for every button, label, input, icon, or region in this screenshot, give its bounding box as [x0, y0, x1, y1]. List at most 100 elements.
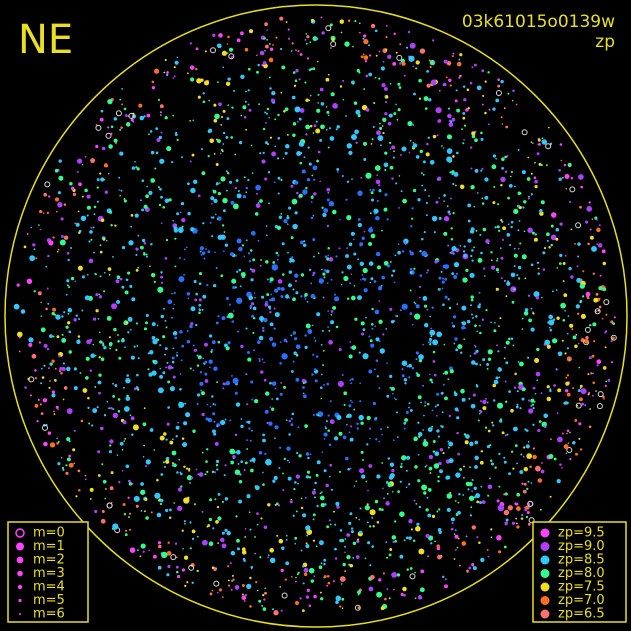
star — [247, 357, 252, 362]
star — [295, 474, 300, 479]
star — [503, 107, 506, 109]
star — [154, 68, 160, 74]
star — [223, 231, 226, 233]
star — [309, 453, 312, 456]
star — [248, 260, 252, 263]
star — [273, 610, 279, 616]
star — [413, 499, 416, 502]
star — [112, 395, 115, 398]
star — [363, 230, 366, 233]
star — [408, 363, 412, 368]
star — [268, 57, 274, 63]
star — [247, 252, 251, 255]
star — [220, 419, 226, 426]
star — [135, 268, 139, 272]
star — [292, 223, 298, 230]
star — [186, 292, 191, 296]
star — [269, 277, 274, 282]
star — [190, 306, 196, 312]
star — [346, 180, 350, 184]
star — [368, 72, 373, 77]
star — [359, 400, 362, 403]
star — [40, 367, 43, 370]
star — [517, 229, 520, 232]
star — [80, 419, 84, 423]
star — [584, 404, 587, 407]
star — [89, 369, 93, 372]
star — [175, 224, 177, 226]
star — [483, 267, 486, 270]
star — [391, 386, 395, 391]
star — [209, 221, 212, 224]
star — [350, 382, 353, 385]
star — [251, 172, 254, 174]
star — [213, 118, 218, 123]
star — [296, 573, 299, 576]
star — [314, 481, 317, 485]
star — [513, 386, 517, 390]
star — [279, 446, 282, 449]
star — [399, 511, 405, 517]
star — [393, 397, 396, 399]
star — [579, 205, 582, 209]
star — [470, 167, 473, 170]
star — [246, 403, 249, 406]
horizon-circle — [4, 4, 628, 628]
star — [559, 253, 563, 258]
star — [473, 496, 477, 499]
star — [452, 182, 455, 186]
star — [252, 258, 256, 262]
star — [354, 317, 358, 321]
star — [78, 488, 81, 492]
star — [322, 272, 326, 276]
star — [249, 307, 252, 309]
star — [523, 230, 526, 233]
star — [264, 111, 267, 114]
star — [580, 313, 586, 319]
star — [497, 78, 500, 81]
star — [593, 340, 596, 343]
star — [214, 403, 217, 406]
star — [386, 556, 389, 559]
star — [411, 145, 415, 149]
star — [319, 138, 323, 142]
star — [557, 436, 563, 443]
star — [598, 305, 602, 309]
star — [123, 513, 127, 516]
star — [468, 397, 471, 400]
star — [487, 71, 490, 74]
star — [294, 542, 297, 545]
star — [158, 186, 160, 189]
star — [548, 454, 554, 459]
star — [348, 242, 353, 247]
star — [382, 60, 385, 63]
star — [160, 222, 163, 225]
star — [198, 308, 202, 312]
star — [480, 557, 485, 563]
star — [51, 311, 55, 316]
star — [281, 242, 285, 246]
star — [476, 330, 479, 333]
star — [78, 231, 81, 234]
star — [471, 525, 477, 530]
star — [104, 497, 107, 500]
star — [88, 258, 94, 264]
star — [328, 443, 332, 447]
star — [156, 478, 159, 482]
star — [109, 439, 114, 444]
star — [415, 351, 419, 355]
magnitude-label: m=2 — [33, 553, 65, 568]
star — [368, 369, 373, 374]
star — [227, 565, 230, 568]
star — [393, 589, 395, 591]
star — [212, 527, 215, 530]
star — [299, 161, 303, 165]
star — [424, 189, 427, 192]
star — [447, 113, 452, 119]
star — [382, 572, 385, 575]
star — [306, 35, 310, 39]
star — [334, 557, 338, 560]
star — [385, 101, 387, 103]
star — [128, 482, 133, 486]
star — [417, 595, 423, 600]
